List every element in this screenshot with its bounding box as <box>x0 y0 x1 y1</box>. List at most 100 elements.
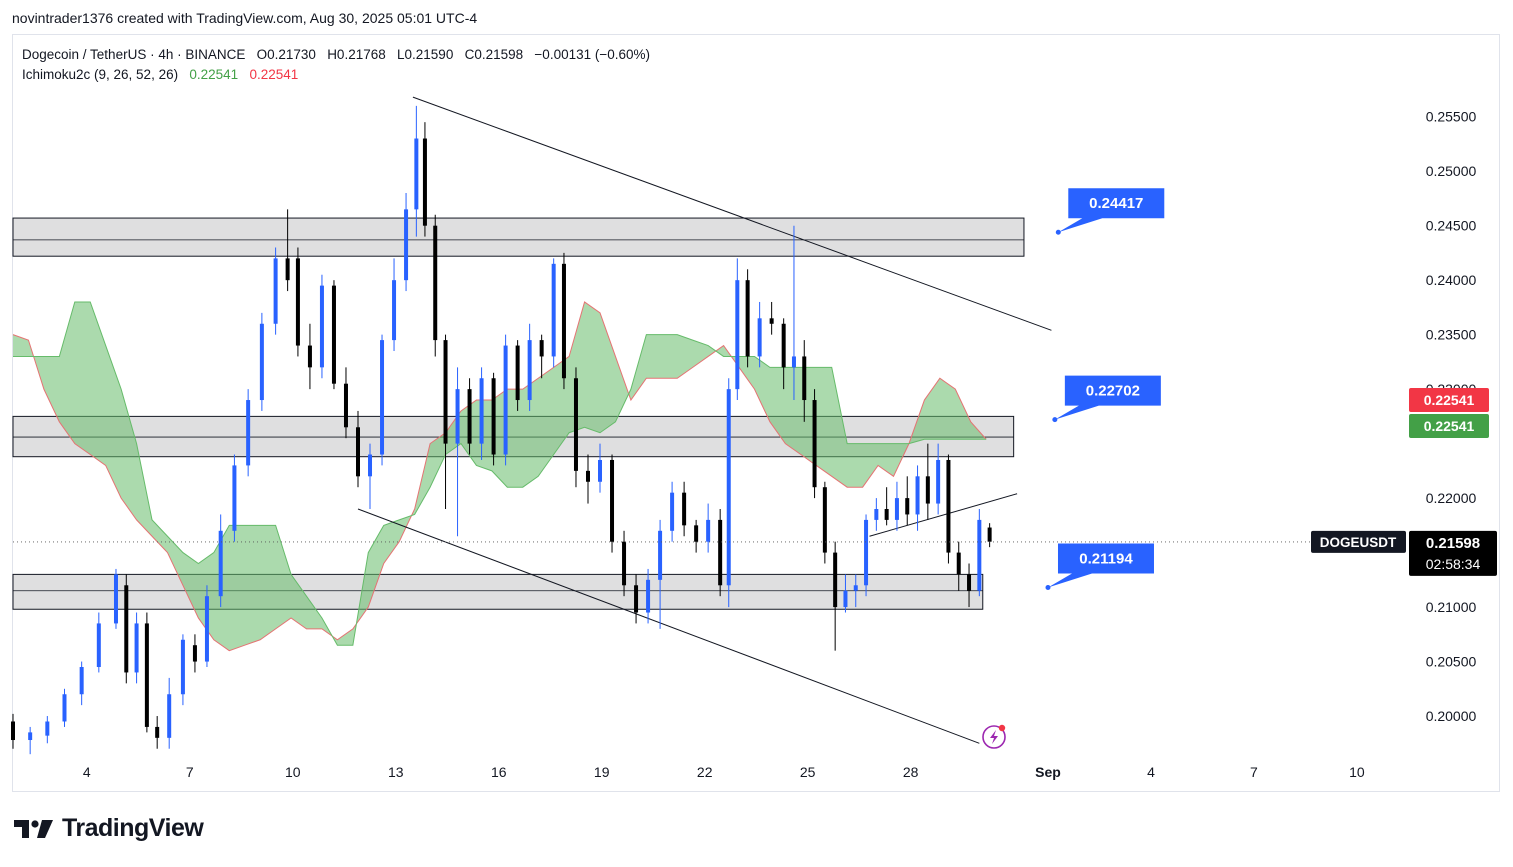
candle[interactable] <box>404 193 409 292</box>
candle[interactable] <box>622 530 627 597</box>
candle[interactable] <box>134 612 139 684</box>
candle[interactable] <box>781 318 786 390</box>
candle[interactable] <box>319 274 324 379</box>
price-callout-2[interactable]: 0.22702 <box>1052 375 1161 423</box>
candle[interactable] <box>706 503 711 553</box>
candle[interactable] <box>192 634 197 673</box>
candle[interactable] <box>392 258 397 352</box>
candle[interactable] <box>884 487 889 526</box>
candle[interactable] <box>307 323 312 390</box>
candle[interactable] <box>634 574 639 624</box>
zone-1[interactable] <box>12 217 1025 257</box>
candle[interactable] <box>204 585 209 668</box>
candle[interactable] <box>422 122 427 237</box>
candle[interactable] <box>967 563 972 608</box>
candle[interactable] <box>96 612 101 673</box>
candle[interactable] <box>155 716 160 749</box>
candle[interactable] <box>295 247 300 357</box>
candle[interactable] <box>515 340 520 411</box>
candle[interactable] <box>343 367 348 439</box>
candle-body <box>781 323 786 368</box>
candle[interactable] <box>443 334 448 510</box>
candle[interactable] <box>726 378 731 608</box>
candle[interactable] <box>62 688 67 727</box>
candle[interactable] <box>273 247 278 335</box>
candle[interactable] <box>598 443 603 493</box>
ichimoku-span-b <box>13 301 987 646</box>
candle[interactable] <box>368 443 373 510</box>
candle[interactable] <box>874 498 879 531</box>
candle[interactable] <box>864 514 869 597</box>
candle[interactable] <box>79 661 84 706</box>
candle[interactable] <box>331 280 336 390</box>
candle[interactable] <box>894 481 899 531</box>
candle[interactable] <box>925 443 930 520</box>
candle[interactable] <box>455 367 460 537</box>
candle[interactable] <box>987 523 992 548</box>
candle[interactable] <box>232 454 237 542</box>
candle[interactable] <box>144 612 149 733</box>
candle[interactable] <box>735 258 740 401</box>
replay-icon[interactable] <box>982 724 1006 749</box>
legend-symbol[interactable]: Dogecoin / TetherUS · 4h · BINANCE <box>22 47 246 62</box>
candle[interactable] <box>259 312 264 411</box>
candle[interactable] <box>802 340 807 422</box>
candle[interactable] <box>610 454 615 553</box>
candle[interactable] <box>113 568 118 629</box>
tradingview-logo[interactable]: TradingView <box>14 814 204 843</box>
candle[interactable] <box>682 481 687 537</box>
price-callout-1[interactable]: 0.24417 <box>1055 188 1165 235</box>
trendline-3[interactable] <box>869 493 1018 537</box>
price-callout-3[interactable]: 0.21194 <box>1045 543 1154 590</box>
candle[interactable] <box>769 301 774 335</box>
candle[interactable] <box>180 634 185 706</box>
candle[interactable] <box>718 509 723 597</box>
candle[interactable] <box>745 269 750 368</box>
candle[interactable] <box>585 454 590 504</box>
candle[interactable] <box>658 519 663 629</box>
candle[interactable] <box>467 378 472 455</box>
candle[interactable] <box>791 225 796 401</box>
candle[interactable] <box>956 541 961 591</box>
candle[interactable] <box>124 574 129 684</box>
candle[interactable] <box>45 716 50 744</box>
trendline-2[interactable] <box>357 508 980 744</box>
candle[interactable] <box>853 574 858 608</box>
candle[interactable] <box>479 367 484 460</box>
candle[interactable] <box>977 509 982 597</box>
candle[interactable] <box>28 726 33 755</box>
trendline-1[interactable] <box>412 96 1052 331</box>
candle[interactable] <box>646 568 651 624</box>
candle[interactable] <box>694 519 699 553</box>
candle[interactable] <box>167 677 172 749</box>
legend-indicator[interactable]: Ichimoku2c (9, 26, 52, 26) <box>22 67 179 82</box>
candle[interactable] <box>757 301 762 368</box>
candle[interactable] <box>561 252 566 390</box>
candle[interactable] <box>11 713 15 749</box>
candle[interactable] <box>414 105 419 237</box>
candle[interactable] <box>433 214 438 357</box>
candle[interactable] <box>573 367 578 488</box>
candle[interactable] <box>355 410 360 488</box>
candle[interactable] <box>843 574 848 613</box>
candle[interactable] <box>380 334 385 466</box>
candle[interactable] <box>527 323 532 411</box>
candle[interactable] <box>218 514 223 608</box>
candle[interactable] <box>946 454 951 564</box>
candle[interactable] <box>246 389 251 477</box>
candle[interactable] <box>503 334 508 466</box>
candle[interactable] <box>491 372 496 466</box>
candle[interactable] <box>833 541 838 651</box>
candle[interactable] <box>905 476 910 526</box>
zone-3[interactable] <box>12 573 984 610</box>
candle[interactable] <box>822 481 827 564</box>
candle[interactable] <box>539 334 544 379</box>
candle[interactable] <box>551 258 556 368</box>
candle[interactable] <box>915 465 920 531</box>
candle[interactable] <box>670 481 675 542</box>
candle[interactable] <box>285 209 290 292</box>
candle[interactable] <box>812 389 817 499</box>
symbol-badge[interactable]: DOGEUSDT <box>1311 530 1406 553</box>
candle[interactable] <box>936 443 941 515</box>
